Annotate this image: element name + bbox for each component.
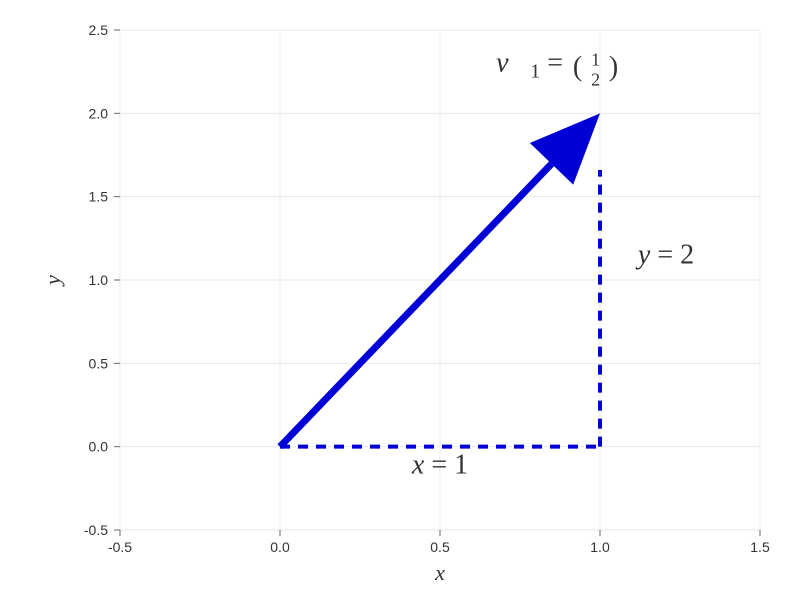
x-tick-label: 1.0 xyxy=(590,539,610,555)
x-tick-label: -0.5 xyxy=(108,539,132,555)
x-tick-label: 0.5 xyxy=(430,539,450,555)
y-tick-label: -0.5 xyxy=(84,522,108,538)
y-tick-label: 2.5 xyxy=(89,22,109,38)
vector-bottom: 2 xyxy=(591,70,600,90)
y-tick-label: 2.0 xyxy=(89,105,109,121)
vector-plot: -0.5 0.0 0.5 1.0 1.5 -0.5 0.0 0.5 1.0 1.5 2.0 2.5 x y… xyxy=(0,0,800,597)
y-axis-title: y xyxy=(40,275,65,287)
x-tick-label: 1.5 xyxy=(750,539,770,555)
svg-text:v⃗1 =: v⃗1 = xyxy=(496,48,563,83)
right-paren: ) xyxy=(609,52,618,83)
y-component-label: y = 2 xyxy=(635,239,694,270)
y-tick-label: 1.0 xyxy=(89,272,109,288)
x-axis-title: x xyxy=(434,560,445,585)
x-component-label: x = 1 xyxy=(411,449,468,480)
y-tick-label: 0.5 xyxy=(89,355,109,371)
y-tick-label: 0.0 xyxy=(89,439,109,455)
y-tick-label: 1.5 xyxy=(89,189,109,205)
x-tick-label: 0.0 xyxy=(270,539,290,555)
vector-top: 1 xyxy=(591,50,600,70)
left-paren: ( xyxy=(573,52,582,83)
